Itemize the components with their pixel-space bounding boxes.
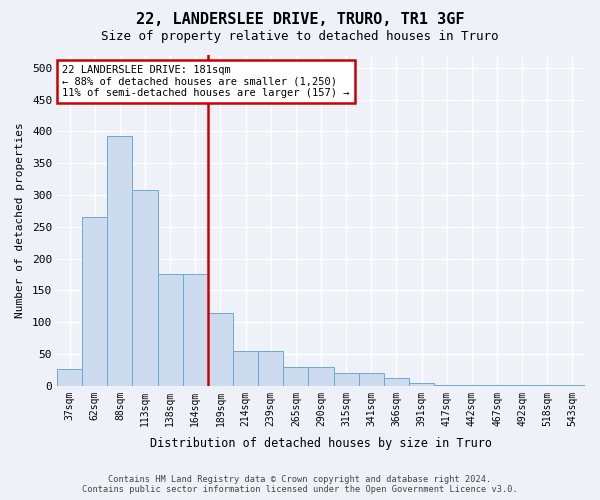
- Y-axis label: Number of detached properties: Number of detached properties: [15, 122, 25, 318]
- Bar: [459, 385, 484, 386]
- Bar: [384, 378, 409, 386]
- Bar: [409, 382, 434, 386]
- Bar: [107, 136, 133, 386]
- Bar: [535, 385, 560, 386]
- Bar: [509, 385, 535, 386]
- Bar: [434, 385, 459, 386]
- Bar: [82, 217, 107, 386]
- Bar: [233, 351, 258, 386]
- Text: Contains HM Land Registry data © Crown copyright and database right 2024.
Contai: Contains HM Land Registry data © Crown c…: [82, 474, 518, 494]
- Bar: [484, 385, 509, 386]
- Bar: [258, 351, 283, 386]
- Bar: [283, 366, 308, 386]
- Text: 22 LANDERSLEE DRIVE: 181sqm
← 88% of detached houses are smaller (1,250)
11% of : 22 LANDERSLEE DRIVE: 181sqm ← 88% of det…: [62, 65, 350, 98]
- X-axis label: Distribution of detached houses by size in Truro: Distribution of detached houses by size …: [150, 437, 492, 450]
- Bar: [359, 373, 384, 386]
- Text: Size of property relative to detached houses in Truro: Size of property relative to detached ho…: [101, 30, 499, 43]
- Bar: [57, 368, 82, 386]
- Bar: [308, 366, 334, 386]
- Bar: [208, 312, 233, 386]
- Bar: [133, 190, 158, 386]
- Bar: [560, 384, 585, 386]
- Bar: [334, 373, 359, 386]
- Bar: [158, 274, 183, 386]
- Text: 22, LANDERSLEE DRIVE, TRURO, TR1 3GF: 22, LANDERSLEE DRIVE, TRURO, TR1 3GF: [136, 12, 464, 28]
- Bar: [183, 274, 208, 386]
